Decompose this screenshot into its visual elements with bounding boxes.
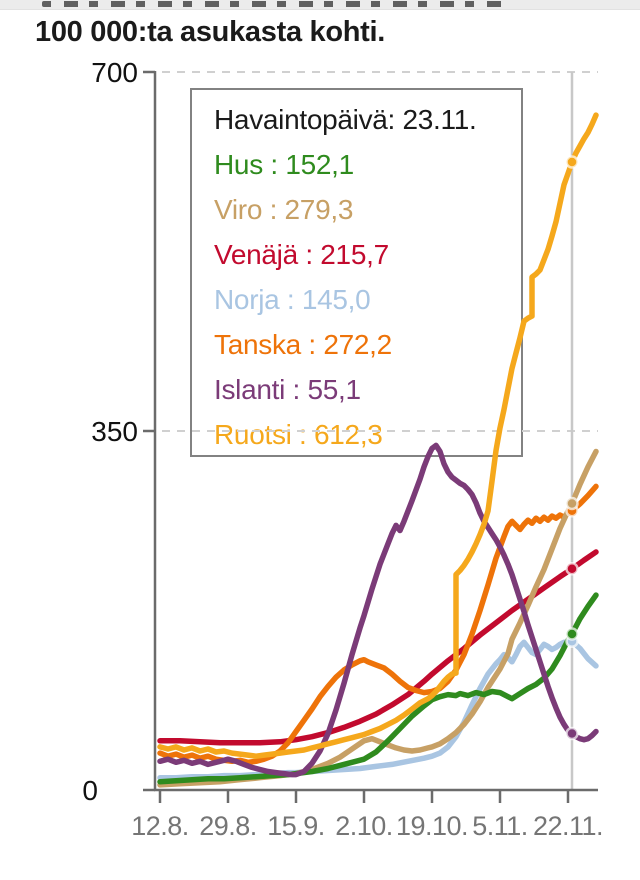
chart-subtitle: 100 000:ta asukasta kohti. bbox=[35, 16, 386, 48]
marker-dot-norja bbox=[565, 634, 579, 649]
x-tick-label-29.8.: 29.8. bbox=[199, 811, 257, 841]
x-tick-label-22.11.: 22.11. bbox=[533, 811, 603, 841]
tooltip-row-6: Ruotsi : 612,3 bbox=[214, 419, 383, 450]
clipped-heading-remnant bbox=[0, 0, 640, 10]
tooltip-row-0: Hus : 152,1 bbox=[214, 149, 354, 180]
series-line-islanti bbox=[157, 442, 599, 778]
x-tick-label-5.11.: 5.11. bbox=[472, 811, 528, 841]
y-tick-label-700: 700 bbox=[91, 57, 138, 88]
series-line-hus bbox=[157, 592, 599, 785]
series-line-norja bbox=[157, 638, 599, 781]
marker-dot-islanti bbox=[565, 726, 579, 741]
y-tick-label-0: 0 bbox=[82, 775, 98, 806]
y-tick-label-350: 350 bbox=[91, 416, 138, 447]
x-tick-label-15.9.: 15.9. bbox=[267, 811, 325, 841]
x-tick-label-19.10.: 19.10. bbox=[396, 811, 468, 841]
marker-dot-venaja bbox=[565, 562, 579, 576]
chart-tooltip: Havaintopäivä: 23.11. Hus : 152,1 Viro :… bbox=[190, 88, 523, 457]
tooltip-observation-date: Havaintopäivä: 23.11. bbox=[214, 104, 477, 135]
marker-dot-hus bbox=[565, 627, 579, 641]
marker-dot-ruotsi bbox=[565, 155, 579, 169]
tooltip-row-1: Viro : 279,3 bbox=[214, 194, 354, 225]
tooltip-row-5: Islanti : 55,1 bbox=[214, 374, 361, 405]
clipped-text-glyph-bottoms bbox=[42, 1, 510, 7]
tooltip-row-2: Venäjä : 215,7 bbox=[214, 239, 389, 270]
x-tick-label-2.10.: 2.10. bbox=[335, 811, 393, 841]
tooltip-row-4: Tanska : 272,2 bbox=[214, 329, 392, 360]
marker-dot-viro bbox=[565, 496, 579, 511]
tooltip-row-3: Norja : 145,0 bbox=[214, 284, 371, 315]
x-tick-label-12.8.: 12.8. bbox=[131, 811, 189, 841]
series-line-tanska bbox=[157, 483, 599, 766]
series-line-viro bbox=[157, 448, 599, 788]
marker-dot-tanska bbox=[565, 504, 579, 518]
series-line-venaja bbox=[157, 549, 599, 746]
